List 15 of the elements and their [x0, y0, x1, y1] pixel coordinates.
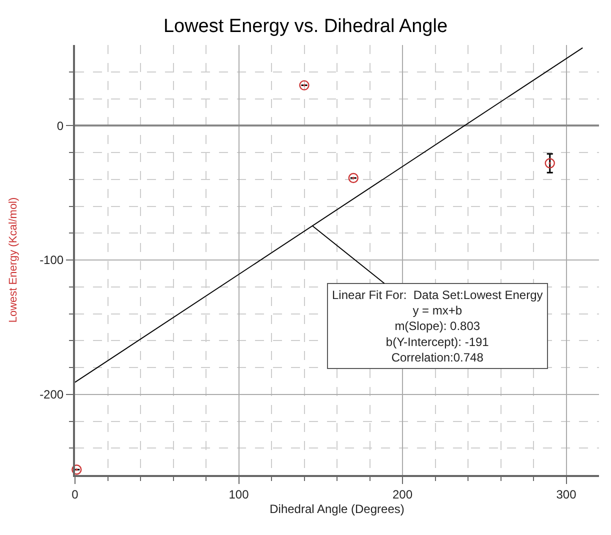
annotation: Linear Fit For: Data Set:Lowest Energy y = mx+b m(Slope): 0.803 b(Y-Intercept): -191 Correlation:0.748 — [332, 288, 543, 364]
y-tick-label: 0 — [56, 118, 64, 133]
point — [348, 172, 358, 184]
x-tick-label: 200 — [392, 487, 413, 502]
x-tick-label: 100 — [228, 487, 250, 502]
point — [544, 158, 555, 168]
y-tick-label: -100 — [40, 253, 64, 268]
point — [299, 80, 310, 90]
chart-title: Lowest Energy vs. Dihedral Angle — [163, 16, 448, 38]
x-tick-label: 0 — [72, 487, 79, 502]
x-tick-label: 300 — [556, 487, 577, 502]
point — [72, 464, 82, 475]
y-tick-label: -200 — [40, 388, 64, 402]
y-axis-title: Lowest Energy (Kcal/mol) — [8, 197, 20, 323]
x-axis-title: Dihedral Angle (Degrees) — [270, 502, 404, 516]
